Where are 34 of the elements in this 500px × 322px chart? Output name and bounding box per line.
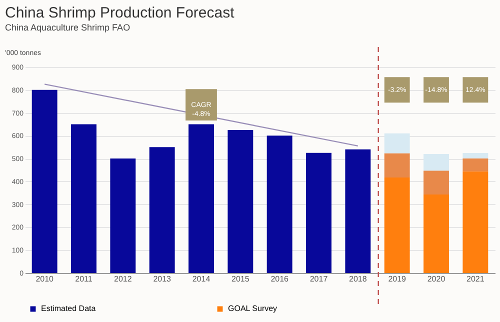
x-tick-label: 2014	[192, 274, 211, 284]
x-tick-label: 2017	[310, 274, 328, 284]
x-tick-label: 2010	[36, 274, 54, 284]
bar	[424, 154, 449, 171]
bar	[32, 90, 58, 273]
x-tick-label: 2016	[270, 274, 290, 284]
bar	[462, 153, 488, 158]
bar	[228, 130, 254, 273]
bar	[266, 136, 292, 273]
x-tick-label: 2021	[466, 274, 485, 284]
x-tick-label: 2011	[75, 274, 93, 284]
bar	[306, 152, 332, 273]
bar	[424, 194, 449, 273]
bar	[424, 170, 449, 194]
chart-subtitle: China Aquaculture Shrimp FAO	[5, 22, 130, 32]
bar	[71, 124, 96, 273]
x-tick-label: 2013	[153, 274, 172, 284]
x-tick-label: 2015	[232, 274, 250, 284]
bar	[110, 158, 136, 273]
bar	[188, 124, 214, 273]
bar	[345, 149, 371, 273]
legend-label: GOAL Survey	[228, 304, 278, 313]
x-tick-label: 2020	[427, 274, 446, 284]
legend-label: Estimated Data	[41, 304, 96, 313]
bar	[149, 147, 175, 273]
x-tick-label: 2012	[114, 274, 132, 284]
bar	[462, 171, 488, 273]
bar	[384, 133, 410, 154]
bar	[462, 158, 488, 172]
bar	[384, 178, 410, 273]
x-tick-label: 2019	[388, 274, 407, 284]
x-tick-label: 2018	[349, 274, 368, 284]
bar	[384, 153, 410, 178]
chart-title: China Shrimp Production Forecast	[5, 4, 236, 22]
